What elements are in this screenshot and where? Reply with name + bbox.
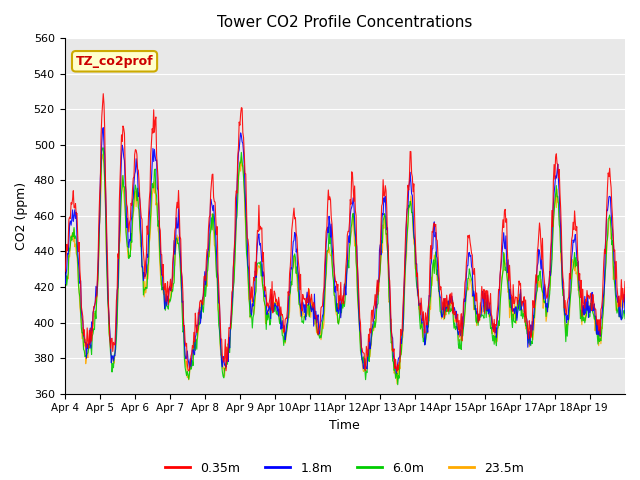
Legend: 0.35m, 1.8m, 6.0m, 23.5m: 0.35m, 1.8m, 6.0m, 23.5m xyxy=(161,457,529,480)
X-axis label: Time: Time xyxy=(330,419,360,432)
Text: TZ_co2prof: TZ_co2prof xyxy=(76,55,154,68)
Y-axis label: CO2 (ppm): CO2 (ppm) xyxy=(15,182,28,250)
Title: Tower CO2 Profile Concentrations: Tower CO2 Profile Concentrations xyxy=(217,15,472,30)
